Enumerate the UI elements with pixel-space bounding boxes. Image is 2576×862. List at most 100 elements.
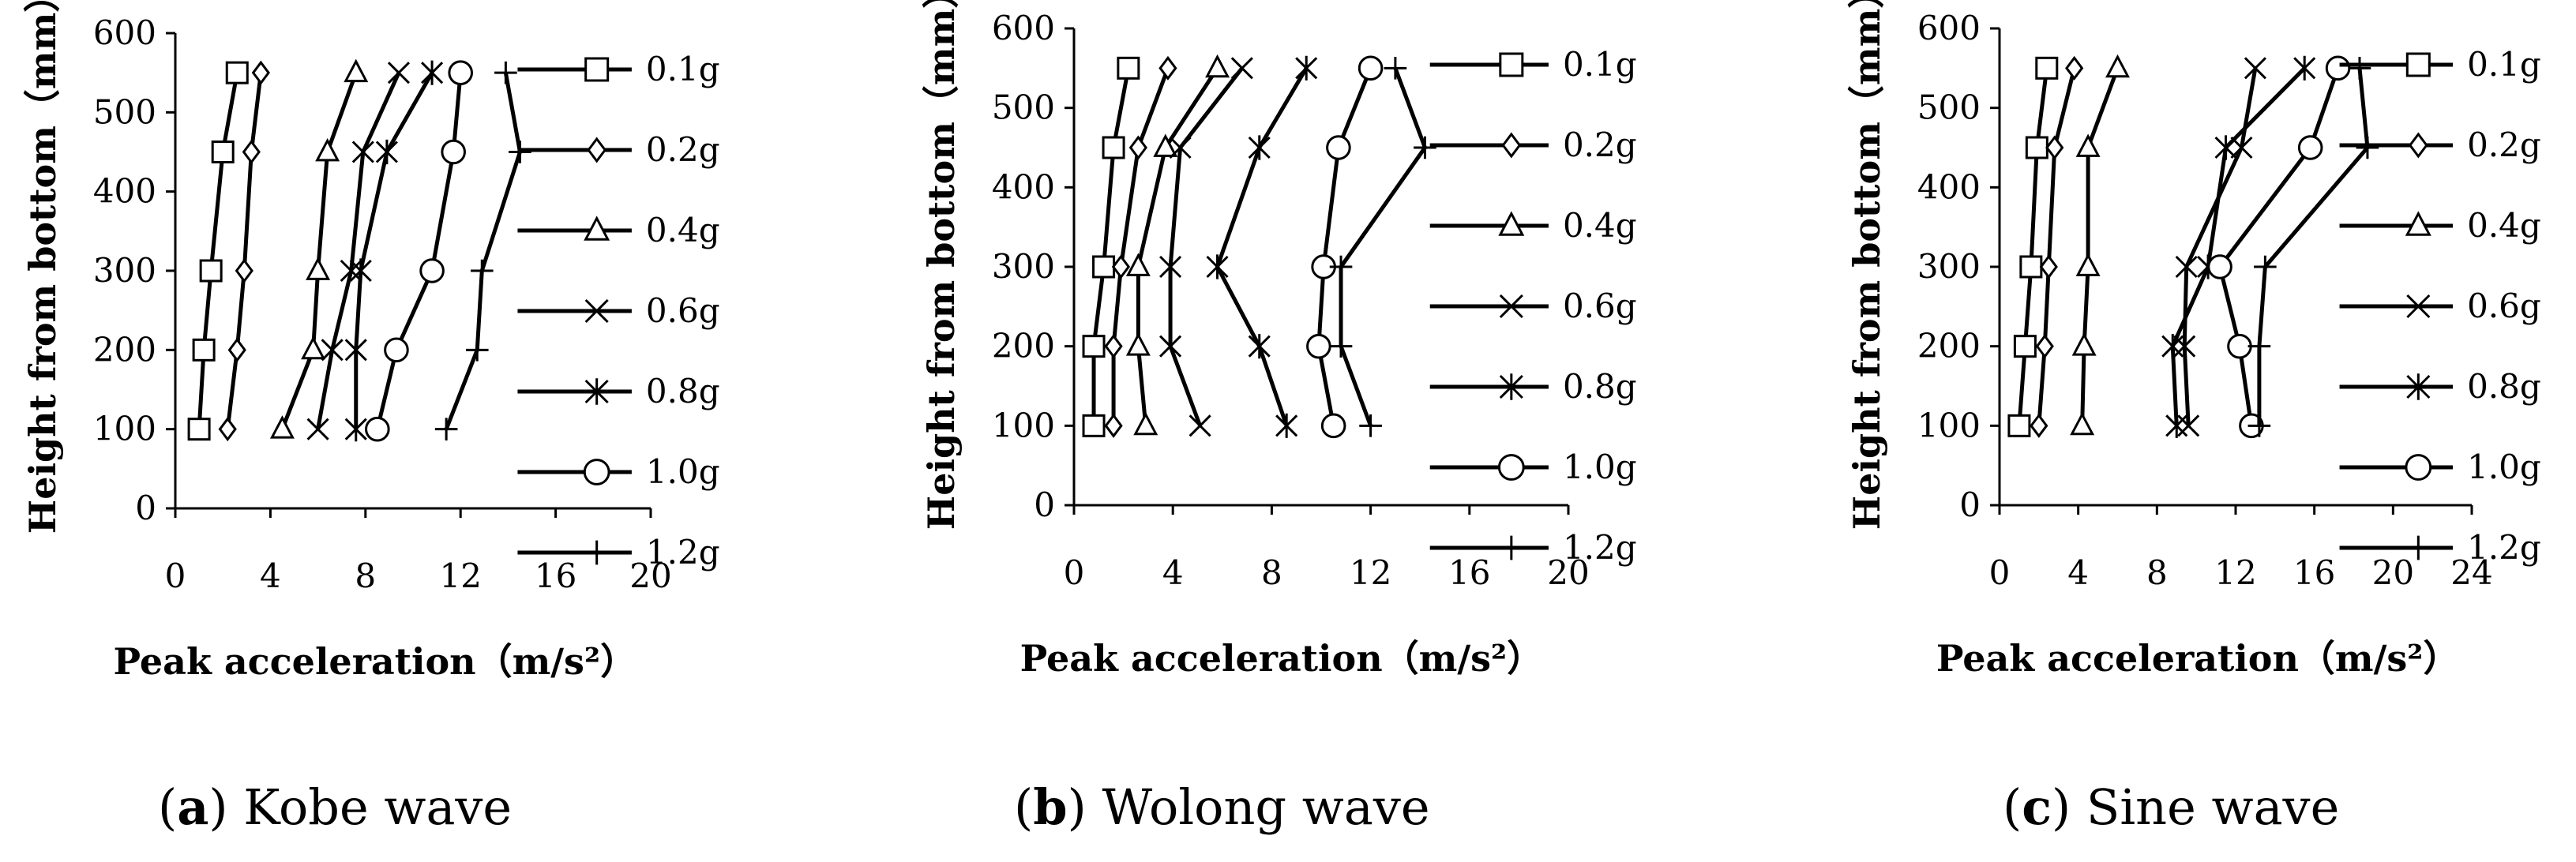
x-tick-label: 0 xyxy=(1989,553,2011,592)
y-tick-label: 400 xyxy=(992,167,1055,206)
data-point-1.0g xyxy=(1357,55,1384,81)
data-point-0.8g xyxy=(1248,135,1271,160)
x-tick-label: 16 xyxy=(2293,553,2335,592)
series-line-0.8g xyxy=(1215,67,1309,427)
legend-label: 0.8g xyxy=(2467,367,2541,406)
caption-paren-open: ( xyxy=(2003,778,2022,836)
legend-marker-1.2g xyxy=(2405,535,2431,560)
legend-marker-1.0g xyxy=(583,459,610,485)
data-point-0.1g xyxy=(1102,136,1125,159)
legend-marker-0.8g xyxy=(584,378,609,405)
data-point-1.0g xyxy=(448,60,474,85)
caption-paren-close: ) xyxy=(2052,778,2071,836)
data-point-1.2g xyxy=(1384,57,1407,80)
y-tick-label: 600 xyxy=(93,13,156,52)
data-point-0.6g xyxy=(321,339,344,362)
data-point-1.2g xyxy=(2356,136,2379,159)
data-point-0.6g xyxy=(2177,414,2200,437)
data-point-1.0g xyxy=(365,416,390,442)
legend-marker-1.2g xyxy=(1499,535,1524,560)
legend-marker-1.2g xyxy=(584,540,610,565)
legend-label: 1.0g xyxy=(1563,448,1637,486)
data-point-0.6g xyxy=(2244,57,2266,80)
x-tick-label: 8 xyxy=(355,557,376,595)
data-point-0.4g xyxy=(1205,54,1230,78)
caption-paren-open: ( xyxy=(158,778,177,836)
legend-marker-1.0g xyxy=(1497,454,1525,481)
legend-label: 0.4g xyxy=(646,211,720,249)
legend-label: 1.0g xyxy=(646,452,720,491)
caption-paren-close: ) xyxy=(208,778,227,836)
data-point-1.0g xyxy=(2207,254,2232,279)
data-point-1.0g xyxy=(1306,333,1331,359)
data-point-0.4g xyxy=(269,415,295,439)
data-point-0.2g xyxy=(1158,55,1177,81)
x-tick-label: 8 xyxy=(2146,553,2168,592)
data-point-1.2g xyxy=(1414,136,1436,159)
legend-marker-0.6g xyxy=(584,298,609,324)
y-tick-label: 300 xyxy=(992,247,1055,286)
x-axis-title: Peak acceleration（m/s²） xyxy=(1936,637,2460,680)
data-point-1.2g xyxy=(2247,414,2271,437)
data-point-0.4g xyxy=(1153,133,1178,157)
legend-marker-0.1g xyxy=(1499,52,1524,77)
x-tick-label: 12 xyxy=(2214,553,2256,592)
series-line-1.2g xyxy=(1339,67,1427,427)
y-tick-label: 0 xyxy=(1034,485,1055,524)
legend-label: 0.1g xyxy=(646,50,720,88)
x-tick-label: 16 xyxy=(535,557,576,595)
series-line-0.2g xyxy=(225,72,263,429)
y-tick-label: 0 xyxy=(1959,485,1981,524)
data-point-0.2g xyxy=(2065,55,2084,81)
y-tick-label: 300 xyxy=(93,251,156,290)
caption-letter: a xyxy=(177,778,208,836)
data-point-0.2g xyxy=(242,140,261,164)
legend-label: 0.2g xyxy=(2467,126,2541,164)
legend-label: 0.4g xyxy=(1563,206,1637,245)
data-point-0.4g xyxy=(2075,133,2101,157)
x-axis-title: Peak acceleration（m/s²） xyxy=(114,640,637,683)
data-point-1.0g xyxy=(384,337,409,363)
data-point-0.1g xyxy=(2019,255,2043,279)
x-tick-label: 12 xyxy=(439,557,481,595)
data-point-0.8g xyxy=(2165,413,2188,438)
data-point-0.6g xyxy=(1188,414,1211,437)
data-point-1.2g xyxy=(1359,414,1382,437)
legend-label: 0.6g xyxy=(646,291,720,330)
x-tick-label: 0 xyxy=(165,557,186,595)
data-point-0.2g xyxy=(251,60,270,85)
data-point-0.1g xyxy=(187,418,211,441)
legend-marker-1.0g xyxy=(2405,454,2432,481)
data-point-0.2g xyxy=(2045,135,2064,160)
caption-paren-open: ( xyxy=(1014,778,1033,836)
legend-marker-0.6g xyxy=(2406,294,2431,319)
data-point-0.1g xyxy=(1117,56,1140,80)
caption-paren-close: ) xyxy=(1068,778,1087,836)
legend-label: 0.6g xyxy=(1563,287,1637,325)
legend-label: 0.8g xyxy=(646,372,720,410)
data-point-0.4g xyxy=(2070,411,2095,436)
x-tick-label: 8 xyxy=(1261,553,1282,592)
data-point-0.1g xyxy=(2035,56,2059,80)
panel-caption: (a) Kobe wave xyxy=(158,778,512,836)
data-point-1.0g xyxy=(2297,135,2323,160)
y-axis-title: Height from bottom（mm） xyxy=(920,0,963,530)
y-axis-title: Height from bottom（mm） xyxy=(21,0,64,534)
series-line-0.6g xyxy=(316,72,401,430)
series-line-1.0g xyxy=(2217,67,2340,426)
caption-text: Sine wave xyxy=(2071,778,2339,836)
data-point-0.8g xyxy=(375,139,398,165)
series-line-0.4g xyxy=(2080,67,2120,426)
x-axis-title: Peak acceleration（m/s²） xyxy=(1020,637,1544,680)
chart-panel-2: 0 100 200 300 400 500 600 0 4 8 12 16 20 Peak acceler… xyxy=(920,0,1637,836)
y-tick-label: 400 xyxy=(1917,167,1981,206)
data-point-1.2g xyxy=(470,259,494,283)
data-point-0.1g xyxy=(1092,255,1116,279)
data-point-1.2g xyxy=(465,339,489,362)
data-point-0.1g xyxy=(211,141,235,163)
data-point-0.8g xyxy=(2161,334,2184,359)
data-point-0.8g xyxy=(1295,55,1318,81)
data-point-0.8g xyxy=(349,258,372,283)
x-tick-label: 0 xyxy=(1064,553,1085,592)
x-tick-label: 20 xyxy=(629,557,671,595)
